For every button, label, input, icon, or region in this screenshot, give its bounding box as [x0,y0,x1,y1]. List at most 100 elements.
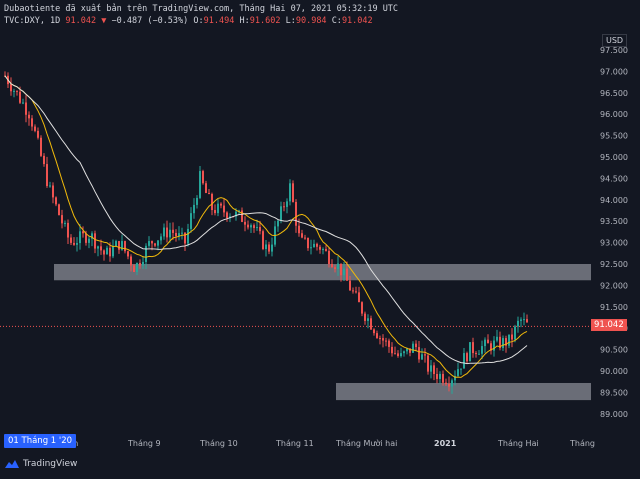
candle-body [346,268,348,281]
candle-body [187,228,189,244]
candle-body [436,373,438,379]
candle-body [88,238,90,243]
price-tick-label: 94.000 [600,196,628,205]
candle-body [250,225,252,228]
candle-body [439,373,441,379]
current-price-tag: 91.042 [591,319,627,331]
candle-body [325,249,327,251]
candle-body [412,343,414,353]
candle-body [526,319,528,323]
candle-body [241,210,243,222]
candle-body [385,340,387,342]
tradingview-logo[interactable]: TradingView [4,459,77,469]
price-tick-label: 93.500 [600,217,628,226]
candle-body [139,262,141,266]
candle-body [25,102,27,115]
candle-body [340,263,342,276]
candle-body [463,353,465,369]
candle-body [493,340,495,351]
candle-body [451,380,453,387]
candle-body [349,280,351,291]
candle-body [142,261,144,266]
candle-body [190,213,192,229]
low-value: 90.984 [295,16,327,26]
down-arrow-icon: ▼ [101,16,107,26]
candle-body [334,267,336,270]
candle-body [400,353,402,357]
tradingview-logo-icon [5,460,19,468]
candle-body [115,241,117,247]
candle-body [73,242,75,245]
candle-body [64,222,66,224]
candle-body [406,348,408,352]
candle-body [427,355,429,372]
candle-body [328,250,330,264]
price-tick-label: 89.500 [600,388,628,397]
candle-body [154,243,156,246]
candle-body [112,246,114,257]
candle-body [226,212,228,219]
candle-body [124,241,126,252]
support-zone [336,382,591,401]
candle-body [454,375,456,381]
candle-body [478,353,480,355]
candle-body [484,339,486,347]
candle-body [175,232,177,237]
currency-label[interactable]: USD [602,34,628,47]
candle-body [205,183,207,193]
candle-body [337,263,339,270]
candle-body [22,102,24,104]
candle-body [520,319,522,321]
candle-body [415,343,417,348]
candle-body [259,227,261,232]
price-tick-label: 97.000 [600,67,628,76]
candle-body [40,137,42,156]
candle-body [379,338,381,340]
candle-body [358,292,360,303]
candle-body [79,231,81,244]
close-label: C: [331,16,342,26]
candle-body [169,229,171,238]
cursor-date-badge: 01 Tháng 1 '20 [4,434,77,448]
candle-body [109,247,111,257]
candle-body [421,354,423,360]
candle-body [376,333,378,339]
candle-body [172,229,174,233]
candle-body [289,183,291,202]
candle-body [181,232,183,234]
candle-body [10,84,12,92]
price-tick-label: 92.000 [600,281,628,290]
price-tick-label: 96.500 [600,89,628,98]
candle-body [469,342,471,362]
candle-body [244,221,246,225]
candle-body [361,302,363,314]
candle-body [475,353,477,355]
candle-body [37,130,39,138]
candle-body [256,227,258,229]
candle-body [397,353,399,357]
candle-body [91,233,93,239]
candle-body [295,202,297,226]
price-tick-label: 93.000 [600,239,628,248]
candle-body [430,365,432,372]
candle-body [133,265,135,273]
candle-body [472,342,474,354]
time-tick-label: Tháng Mười hai [335,438,397,448]
candle-body [496,336,498,341]
candle-body [367,318,369,321]
candle-body [370,318,372,330]
change: −0.487 (−0.53%) [111,16,189,26]
candle-body [424,354,426,356]
candle-body [202,171,204,184]
candle-body [313,243,315,248]
price-tick-label: 89.000 [600,410,628,419]
candle-body [388,340,390,347]
candle-body [97,246,99,249]
candle-body [373,329,375,334]
candle-body [283,206,285,208]
close-value: 91.042 [341,16,373,26]
candle-body [13,90,15,92]
symbol-label[interactable]: TVC:DXY, 1D [4,16,61,26]
candle-body [211,193,213,211]
